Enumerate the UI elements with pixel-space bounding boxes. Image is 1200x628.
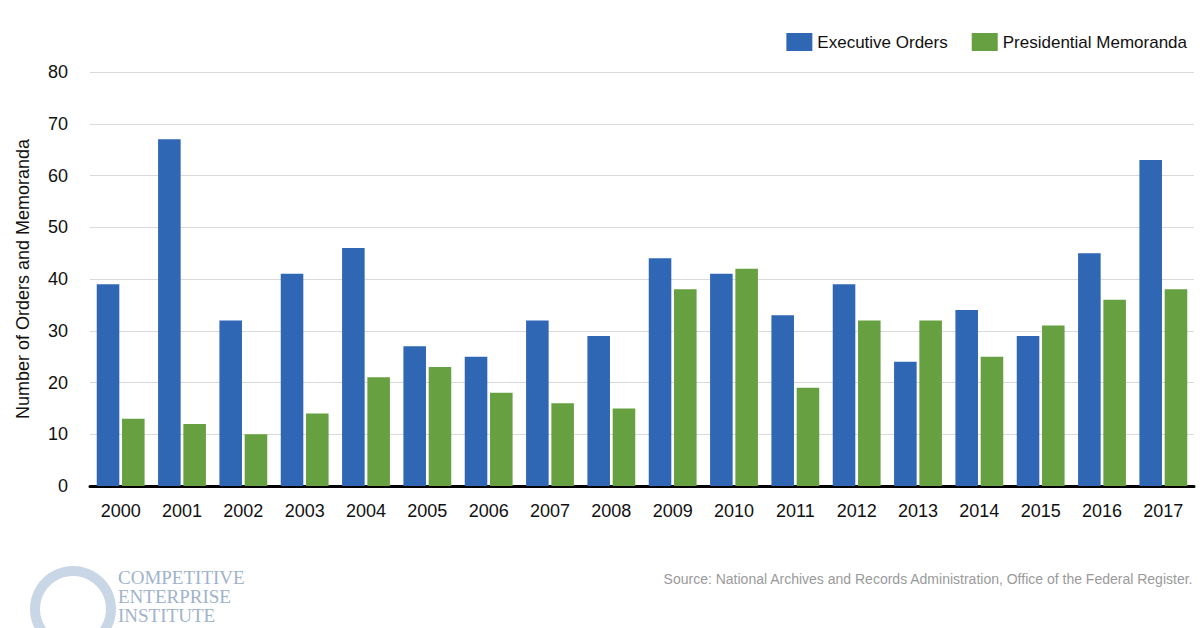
svg-text:2002: 2002: [223, 501, 263, 521]
svg-text:20: 20: [48, 373, 68, 393]
svg-text:2006: 2006: [469, 501, 509, 521]
svg-text:Number of Orders and Memoranda: Number of Orders and Memoranda: [13, 138, 33, 419]
svg-text:2017: 2017: [1143, 501, 1183, 521]
svg-text:2011: 2011: [776, 501, 815, 521]
svg-text:2010: 2010: [714, 501, 754, 521]
svg-text:2008: 2008: [591, 501, 631, 521]
svg-text:2003: 2003: [285, 501, 325, 521]
svg-text:2004: 2004: [346, 501, 386, 521]
svg-text:10: 10: [48, 424, 68, 444]
svg-text:Source: National Archives and: Source: National Archives and Records Ad…: [664, 571, 1193, 587]
svg-text:0: 0: [58, 476, 68, 496]
svg-text:INSTITUTE: INSTITUTE: [118, 605, 215, 626]
svg-text:Executive Orders: Executive Orders: [817, 33, 947, 52]
svg-text:60: 60: [48, 166, 68, 186]
svg-text:Presidential Memoranda: Presidential Memoranda: [1003, 33, 1188, 52]
svg-text:80: 80: [48, 62, 68, 82]
svg-text:2000: 2000: [101, 501, 141, 521]
svg-text:2016: 2016: [1082, 501, 1122, 521]
svg-text:40: 40: [48, 269, 68, 289]
svg-text:2007: 2007: [530, 501, 570, 521]
svg-text:2001: 2001: [162, 501, 202, 521]
svg-text:2014: 2014: [959, 501, 999, 521]
svg-text:50: 50: [48, 217, 68, 237]
svg-text:70: 70: [48, 114, 68, 134]
svg-text:2012: 2012: [837, 501, 877, 521]
svg-text:2005: 2005: [407, 501, 447, 521]
svg-text:2009: 2009: [653, 501, 693, 521]
svg-text:COMPETITIVE: COMPETITIVE: [118, 567, 245, 588]
svg-text:30: 30: [48, 321, 68, 341]
svg-text:ENTERPRISE: ENTERPRISE: [118, 586, 231, 607]
svg-text:2013: 2013: [898, 501, 938, 521]
svg-text:2015: 2015: [1021, 501, 1061, 521]
